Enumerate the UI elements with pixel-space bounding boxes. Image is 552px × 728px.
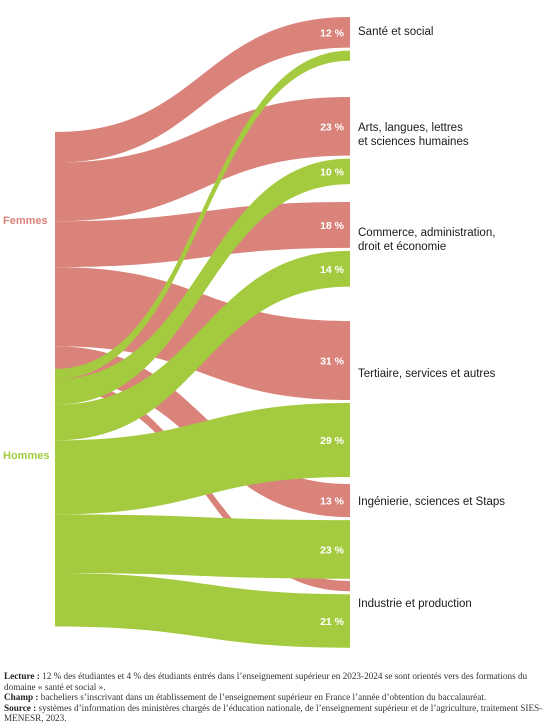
- target-labels: Santé et social Arts, langues, lettres et …: [358, 26, 505, 610]
- flow-hommes-ingenierie-sciences-et-staps: [55, 514, 350, 579]
- value-labels: 12 % 23 % 18 % 31 % 13 % 4 % 4 % 10 % 14 % 29 % 23…: [320, 27, 345, 628]
- flow-hommes-arts-langues-lettres-et-sciences-humaines: [55, 158, 350, 405]
- sankey-chart: 12 % 23 % 18 % 31 % 13 % 4 % 4 % 10 % 14 % 29 % 23…: [3, 17, 505, 648]
- value-label-femmes-sante-et-social: 12 %: [320, 27, 345, 39]
- source-text: systèmes d’information des ministères ch…: [4, 702, 543, 724]
- value-label-femmes-tertiaire-services-et-autres: 31 %: [320, 356, 345, 368]
- flow-femmes-commerce-administration-droit-et-economie: [55, 202, 350, 268]
- value-label-hommes-arts-langues-lettres-et-sciences-humaines: 10 %: [320, 166, 345, 178]
- lecture-text: 12 % des étudiantes et 4 % des étudiants…: [4, 671, 528, 692]
- value-label-hommes-sante-et-social: 4 %: [326, 51, 345, 63]
- source-note: Source : systèmes d’information des mini…: [4, 703, 548, 724]
- champ-label: Champ :: [4, 692, 39, 703]
- target-label-arts-langues-lettres-et-sciences-humaines: Arts, langues, lettres et sciences humain…: [358, 122, 469, 148]
- target-label-tertiaire-services-et-autres: Tertiaire, services et autres: [358, 368, 496, 380]
- flow-hommes-tertiaire-services-et-autres: [55, 403, 350, 515]
- value-label-hommes-tertiaire-services-et-autres: 29 %: [320, 435, 345, 447]
- value-label-hommes-ingenierie-sciences-et-staps: 23 %: [320, 544, 345, 556]
- lecture-label: Lecture :: [4, 671, 40, 681]
- champ-note: Champ : bacheliers s’inscrivant dans un …: [4, 692, 548, 703]
- hommes-flows: [55, 50, 350, 648]
- value-label-femmes-industrie-et-production: 4 %: [326, 581, 345, 593]
- flow-hommes-sante-et-social: [55, 50, 350, 380]
- flow-femmes-arts-langues-lettres-et-sciences-humaines: [55, 97, 350, 222]
- source-labels: Femmes Hommes: [3, 215, 49, 462]
- target-label-ingenierie-sciences-et-staps: Ingénierie, sciences et Staps: [358, 496, 505, 508]
- champ-text: bacheliers s’inscrivant dans un établiss…: [40, 692, 487, 703]
- source-label-femmes: Femmes: [3, 215, 48, 227]
- value-label-femmes-ingenierie-sciences-et-staps: 13 %: [320, 496, 345, 508]
- lecture-note: Lecture : 12 % des étudiantes et 4 % des…: [4, 671, 548, 692]
- source-label-hommes: Hommes: [3, 450, 49, 462]
- target-label-sante-et-social: Santé et social: [358, 26, 433, 38]
- value-label-femmes-commerce-administration-droit-et-economie: 18 %: [320, 220, 345, 232]
- source-label: Source :: [4, 702, 37, 713]
- flow-hommes-industrie-et-production: [55, 573, 350, 648]
- flow-hommes-commerce-administration-droit-et-economie: [55, 250, 350, 441]
- value-label-femmes-arts-langues-lettres-et-sciences-humaines: 23 %: [320, 121, 345, 133]
- target-label-commerce-administration-droit-et-economie: Commerce, administration, droit et économ…: [358, 227, 495, 253]
- chart-notes: Lecture : 12 % des étudiantes et 4 % des…: [4, 671, 548, 724]
- value-label-hommes-commerce-administration-droit-et-economie: 14 %: [320, 264, 345, 276]
- target-label-industrie-et-production: Industrie et production: [358, 598, 472, 610]
- value-label-hommes-industrie-et-production: 21 %: [320, 616, 345, 628]
- flow-femmes-sante-et-social: [55, 17, 350, 163]
